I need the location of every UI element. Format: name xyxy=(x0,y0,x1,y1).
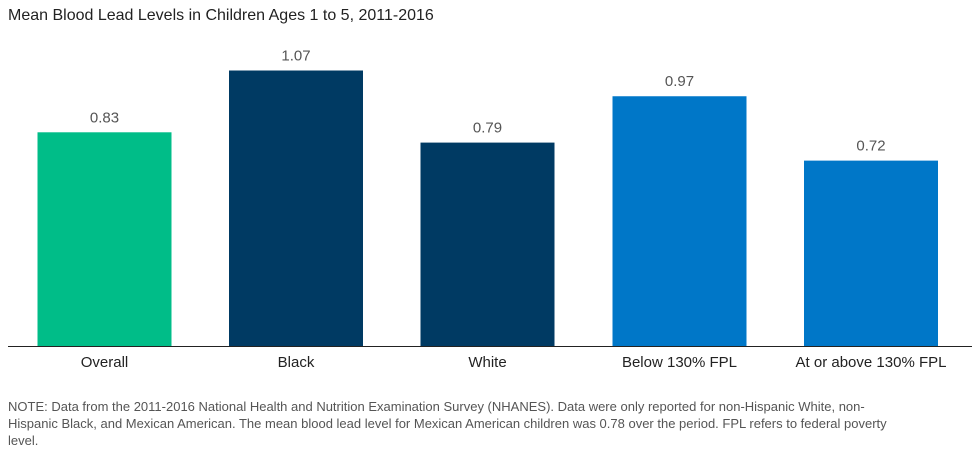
bar-black xyxy=(229,70,363,346)
category-label: At or above 130% FPL xyxy=(796,354,947,371)
data-label: 0.97 xyxy=(665,73,694,90)
chart-title: Mean Blood Lead Levels in Children Ages … xyxy=(8,7,434,24)
category-label: Below 130% FPL xyxy=(622,354,737,371)
data-label: 1.07 xyxy=(281,48,310,65)
bar-at-or-above-130-fpl xyxy=(804,160,938,346)
bar-chart: 0.83 Overall 1.07 Black 0.79 White 0.97 Below 1… xyxy=(8,48,972,371)
bar-white xyxy=(420,142,555,346)
category-label: Overall xyxy=(81,354,129,371)
bar-below-130-fpl xyxy=(612,96,747,346)
category-label: White xyxy=(468,354,506,371)
data-label: 0.83 xyxy=(90,109,119,126)
category-label: Black xyxy=(278,354,315,371)
data-label: 0.72 xyxy=(856,138,885,155)
chart-note: NOTE: Data from the 2011-2016 National H… xyxy=(8,399,887,448)
data-label: 0.79 xyxy=(473,120,502,137)
bar-overall xyxy=(37,132,172,346)
